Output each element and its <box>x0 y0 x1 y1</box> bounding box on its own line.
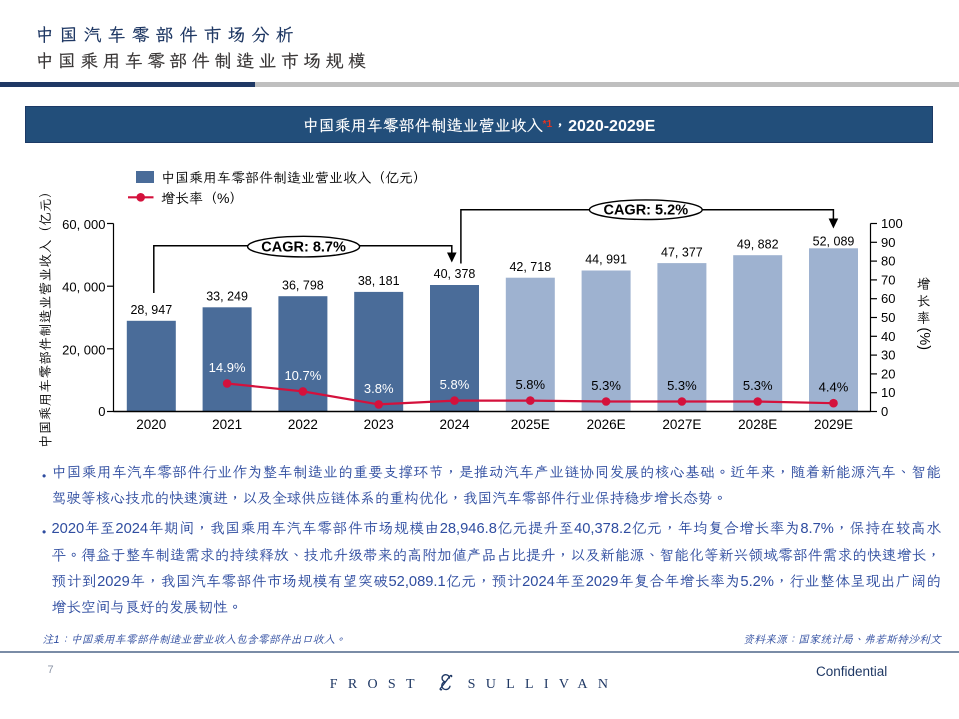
svg-text:5.3%: 5.3% <box>743 378 773 393</box>
svg-text:5.8%: 5.8% <box>440 377 470 392</box>
svg-text:90: 90 <box>881 235 895 250</box>
svg-text:长: 长 <box>917 294 931 309</box>
svg-text:30: 30 <box>881 348 895 363</box>
svg-text:增长率（%）: 增长率（%） <box>161 190 243 206</box>
svg-text:2022: 2022 <box>288 417 318 432</box>
svg-text:60: 60 <box>881 291 895 306</box>
svg-text:2023: 2023 <box>364 417 394 432</box>
svg-text:28, 947: 28, 947 <box>130 303 172 317</box>
svg-text:2028E: 2028E <box>738 417 777 432</box>
svg-text:率: 率 <box>917 311 931 326</box>
svg-text:2021: 2021 <box>212 417 242 432</box>
svg-text:2027E: 2027E <box>662 417 701 432</box>
svg-text:(%): (%) <box>916 328 932 351</box>
svg-text:CAGR: 8.7%: CAGR: 8.7% <box>261 240 346 256</box>
svg-text:2024: 2024 <box>439 417 470 432</box>
svg-text:增: 增 <box>917 277 931 292</box>
svg-text:80: 80 <box>881 254 895 269</box>
svg-text:CAGR: 5.2%: CAGR: 5.2% <box>603 203 688 219</box>
svg-text:0: 0 <box>881 404 888 419</box>
svg-text:2020: 2020 <box>136 417 166 432</box>
svg-text:中国乘用车零部件制造业营业收入（亿元）: 中国乘用车零部件制造业营业收入（亿元） <box>161 170 427 186</box>
svg-text:42, 718: 42, 718 <box>509 260 551 274</box>
svg-text:44, 991: 44, 991 <box>585 253 627 267</box>
svg-text:20: 20 <box>881 366 895 381</box>
svg-text:中国乘用车零部件制造业营业收入（亿元）: 中国乘用车零部件制造业营业收入（亿元） <box>38 184 53 448</box>
svg-text:40, 000: 40, 000 <box>62 280 105 295</box>
svg-text:52, 089: 52, 089 <box>813 235 855 249</box>
svg-text:40, 378: 40, 378 <box>434 267 476 281</box>
svg-text:2026E: 2026E <box>587 417 626 432</box>
svg-text:70: 70 <box>881 272 895 287</box>
svg-text:5.3%: 5.3% <box>667 378 697 393</box>
svg-text:14.9%: 14.9% <box>209 360 246 375</box>
svg-text:100: 100 <box>881 216 903 231</box>
svg-text:20, 000: 20, 000 <box>62 342 105 357</box>
svg-text:47, 377: 47, 377 <box>661 245 703 259</box>
svg-text:0: 0 <box>98 404 105 419</box>
svg-text:3.8%: 3.8% <box>364 381 394 396</box>
svg-text:49, 882: 49, 882 <box>737 237 779 251</box>
svg-text:2029E: 2029E <box>814 417 853 432</box>
svg-text:10: 10 <box>881 385 895 400</box>
svg-text:36, 798: 36, 798 <box>282 278 324 292</box>
svg-text:2025E: 2025E <box>511 417 550 432</box>
svg-text:5.3%: 5.3% <box>591 378 621 393</box>
svg-text:5.8%: 5.8% <box>515 377 545 392</box>
svg-text:4.4%: 4.4% <box>819 380 849 395</box>
svg-text:40: 40 <box>881 329 895 344</box>
svg-text:10.7%: 10.7% <box>284 368 321 383</box>
svg-text:50: 50 <box>881 310 895 325</box>
svg-text:60, 000: 60, 000 <box>62 217 105 232</box>
svg-text:38, 181: 38, 181 <box>358 274 400 288</box>
svg-text:33, 249: 33, 249 <box>206 290 248 304</box>
